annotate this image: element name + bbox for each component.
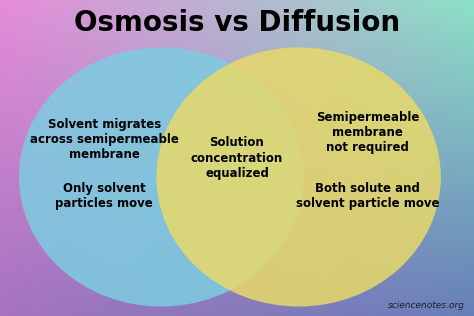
Ellipse shape — [19, 47, 303, 307]
Ellipse shape — [156, 47, 441, 307]
Text: Solution
concentration
equalized: Solution concentration equalized — [191, 137, 283, 179]
Text: Semipermeable
membrane
not required: Semipermeable membrane not required — [316, 111, 419, 154]
Text: Only solvent
particles move: Only solvent particles move — [55, 182, 153, 210]
Text: sciencenotes.org: sciencenotes.org — [388, 301, 465, 310]
Text: Solvent migrates
across semipermeable
membrane: Solvent migrates across semipermeable me… — [30, 118, 179, 161]
Text: Osmosis vs Diffusion: Osmosis vs Diffusion — [74, 9, 400, 38]
Text: Both solute and
solvent particle move: Both solute and solvent particle move — [296, 182, 439, 210]
